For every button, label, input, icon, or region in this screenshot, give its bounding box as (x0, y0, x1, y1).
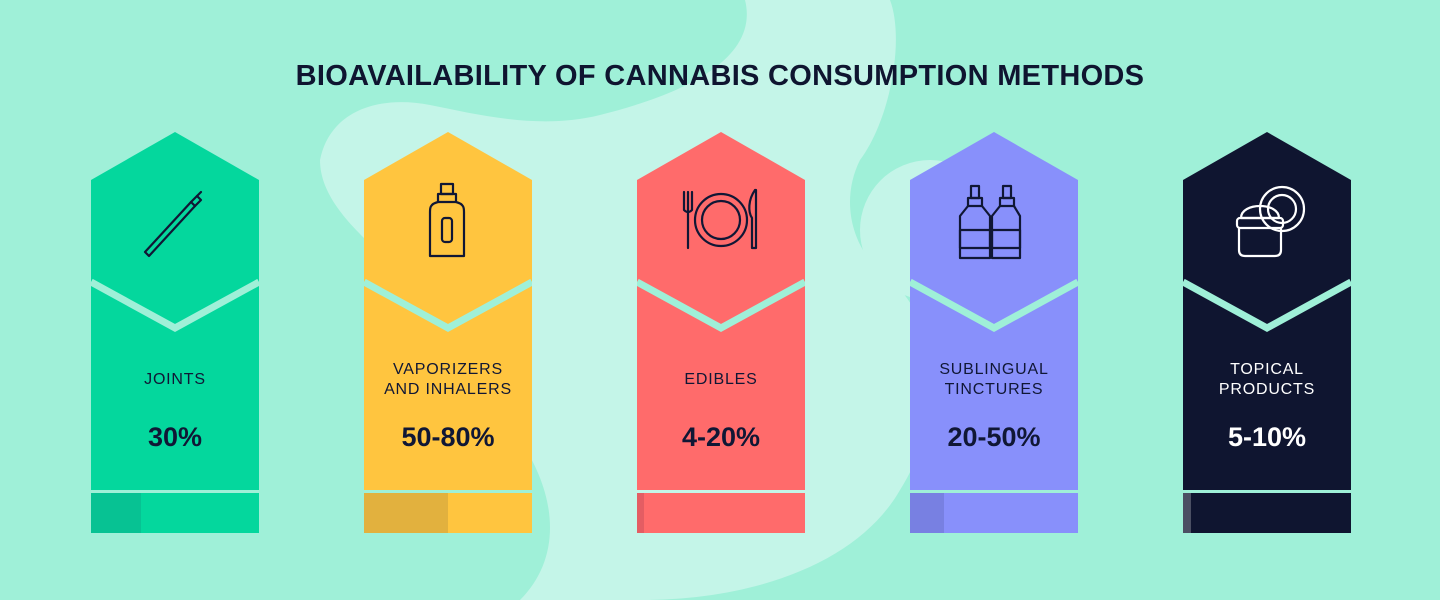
method-label: JOINTS (144, 371, 206, 388)
method-card: EDIBLES 4-20% (637, 132, 805, 533)
dropper-bottles-icon (954, 182, 1034, 262)
method-value: 5-10% (1227, 422, 1307, 452)
method-value: 4-20% (681, 422, 761, 452)
progress-bar-fill (637, 493, 644, 533)
progress-bar-track (637, 493, 805, 533)
progress-bar-fill (1183, 493, 1191, 533)
vaporizer-icon (408, 182, 488, 262)
card-shape (910, 132, 1078, 533)
method-card: VAPORIZERS AND INHALERS 50-80% (364, 132, 532, 533)
method-value: 50-80% (401, 422, 495, 452)
card-shape (91, 132, 259, 533)
card-shape (1183, 132, 1351, 533)
progress-bar-track (1183, 493, 1351, 533)
progress-bar-fill (910, 493, 944, 533)
method-label: EDIBLES (684, 371, 758, 388)
joint-icon (135, 182, 215, 262)
method-card: SUBLINGUAL TINCTURES 20-50% (910, 132, 1078, 533)
progress-bar-fill (91, 493, 141, 533)
method-label: VAPORIZERS AND INHALERS (384, 361, 512, 398)
plate-cutlery-icon (681, 182, 761, 262)
card-shape (637, 132, 805, 533)
method-value: 20-50% (947, 422, 1041, 452)
card-shape (364, 132, 532, 533)
cream-jar-icon (1227, 182, 1307, 262)
method-label: SUBLINGUAL TINCTURES (939, 361, 1049, 398)
method-card: TOPICAL PRODUCTS 5-10% (1183, 132, 1351, 533)
progress-bar-fill (364, 493, 448, 533)
method-value: 30% (147, 422, 203, 452)
page-title: BIOAVAILABILITY OF CANNABIS CONSUMPTION … (295, 60, 1145, 92)
method-label: TOPICAL PRODUCTS (1218, 361, 1316, 398)
method-card: JOINTS 30% (91, 132, 259, 533)
